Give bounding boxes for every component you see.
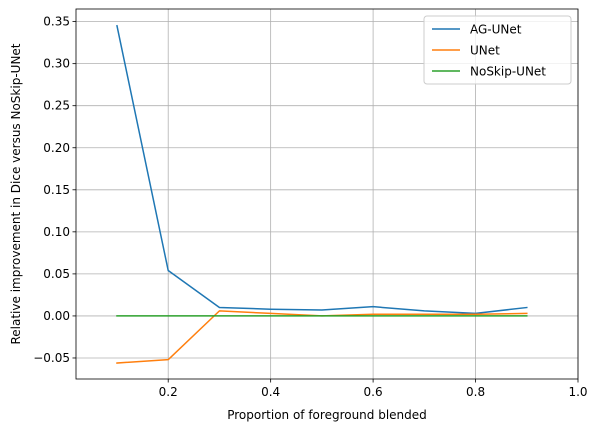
y-tick-label: 0.15 <box>43 183 70 197</box>
x-tick-label: 0.6 <box>364 385 383 399</box>
legend-label: AG-UNet <box>470 23 522 37</box>
legend-box <box>423 15 572 85</box>
y-tick-label: 0.10 <box>43 225 70 239</box>
y-tick-label: −0.05 <box>33 351 70 365</box>
y-tick-label: 0.25 <box>43 99 70 113</box>
y-tick-label: 0.35 <box>43 15 70 29</box>
y-tick-label: 0.00 <box>43 309 70 323</box>
x-axis-ticks: 0.2 0.4 0.6 0.8 1.0 <box>159 379 588 399</box>
plot-frame <box>75 8 579 380</box>
x-tick-label: 0.8 <box>466 385 485 399</box>
x-tick-label: 1.0 <box>568 385 587 399</box>
x-axis-label: Proportion of foreground blended <box>227 408 427 422</box>
series-line-ag-unet <box>116 24 528 315</box>
legend-label: NoSkip-UNet <box>470 65 546 79</box>
y-tick-label: 0.30 <box>43 57 70 71</box>
x-tick-label: 0.4 <box>261 385 280 399</box>
y-tick-label: 0.20 <box>43 141 70 155</box>
legend-label: UNet <box>470 44 500 58</box>
y-axis-ticks: −0.05 0.00 0.05 0.10 0.15 0.20 0.25 0.30 0.35 <box>33 15 76 365</box>
legend: AG-UNet UNet NoSkip-UNet <box>423 15 572 85</box>
x-tick-label: 0.2 <box>159 385 178 399</box>
series-lines <box>116 24 528 364</box>
y-axis-label: Relative improvement in Dice versus NoSk… <box>9 43 23 344</box>
y-tick-label: 0.05 <box>43 267 70 281</box>
series-line-unet <box>116 310 528 364</box>
